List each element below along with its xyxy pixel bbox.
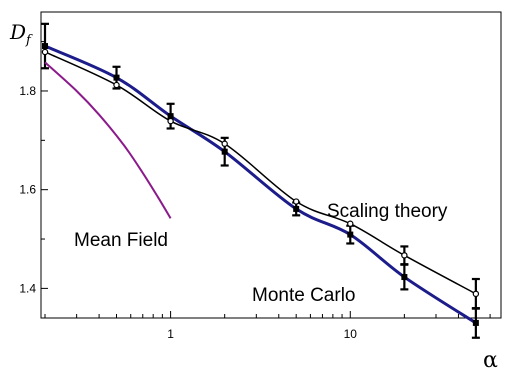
mean-field-label: Mean Field bbox=[74, 230, 168, 251]
y-axis-label-subscript: f bbox=[25, 33, 33, 48]
x-axis-label: α bbox=[483, 348, 498, 373]
x-tick-label: 10 bbox=[344, 327, 358, 341]
scaling-theory-point bbox=[401, 252, 408, 259]
monte-carlo-point bbox=[293, 205, 300, 212]
monte-carlo-point bbox=[42, 43, 49, 50]
scaling-theory-label: Scaling theory bbox=[327, 201, 448, 222]
monte-carlo-point bbox=[113, 74, 120, 81]
monte-carlo-point bbox=[167, 113, 174, 120]
y-tick-label: 1.6 bbox=[19, 183, 36, 197]
mean-field-line bbox=[44, 61, 172, 219]
series-layer bbox=[41, 22, 480, 339]
scaling-theory-point bbox=[292, 198, 300, 205]
monte-carlo-point bbox=[347, 231, 354, 238]
plot-area bbox=[40, 11, 502, 319]
mean-field-series bbox=[44, 61, 172, 219]
scaling-theory-point bbox=[472, 290, 480, 298]
plot-frame bbox=[40, 11, 502, 319]
monte-carlo-point bbox=[472, 319, 479, 326]
scaling-theory-line bbox=[44, 51, 477, 295]
axes-layer: 1.4 1.6 1.8 1 10 bbox=[19, 41, 491, 341]
scaling-theory-point bbox=[347, 220, 354, 227]
y-tick-label: 1.8 bbox=[19, 84, 36, 98]
monte-carlo-point bbox=[401, 274, 408, 281]
monte-carlo-label: Monte Carlo bbox=[252, 285, 356, 306]
scaling-theory-point bbox=[221, 140, 228, 147]
x-tick-label: 1 bbox=[167, 327, 174, 341]
y-axis-label: D bbox=[9, 20, 26, 44]
monte-carlo-line bbox=[44, 44, 477, 325]
scaling-theory-series bbox=[41, 48, 480, 310]
y-tick-label: 1.4 bbox=[19, 281, 36, 295]
scaling-theory-point bbox=[41, 48, 49, 56]
scaling-theory-point bbox=[113, 81, 120, 89]
scaling-theory-point bbox=[167, 117, 174, 125]
monte-carlo-point bbox=[221, 148, 228, 155]
